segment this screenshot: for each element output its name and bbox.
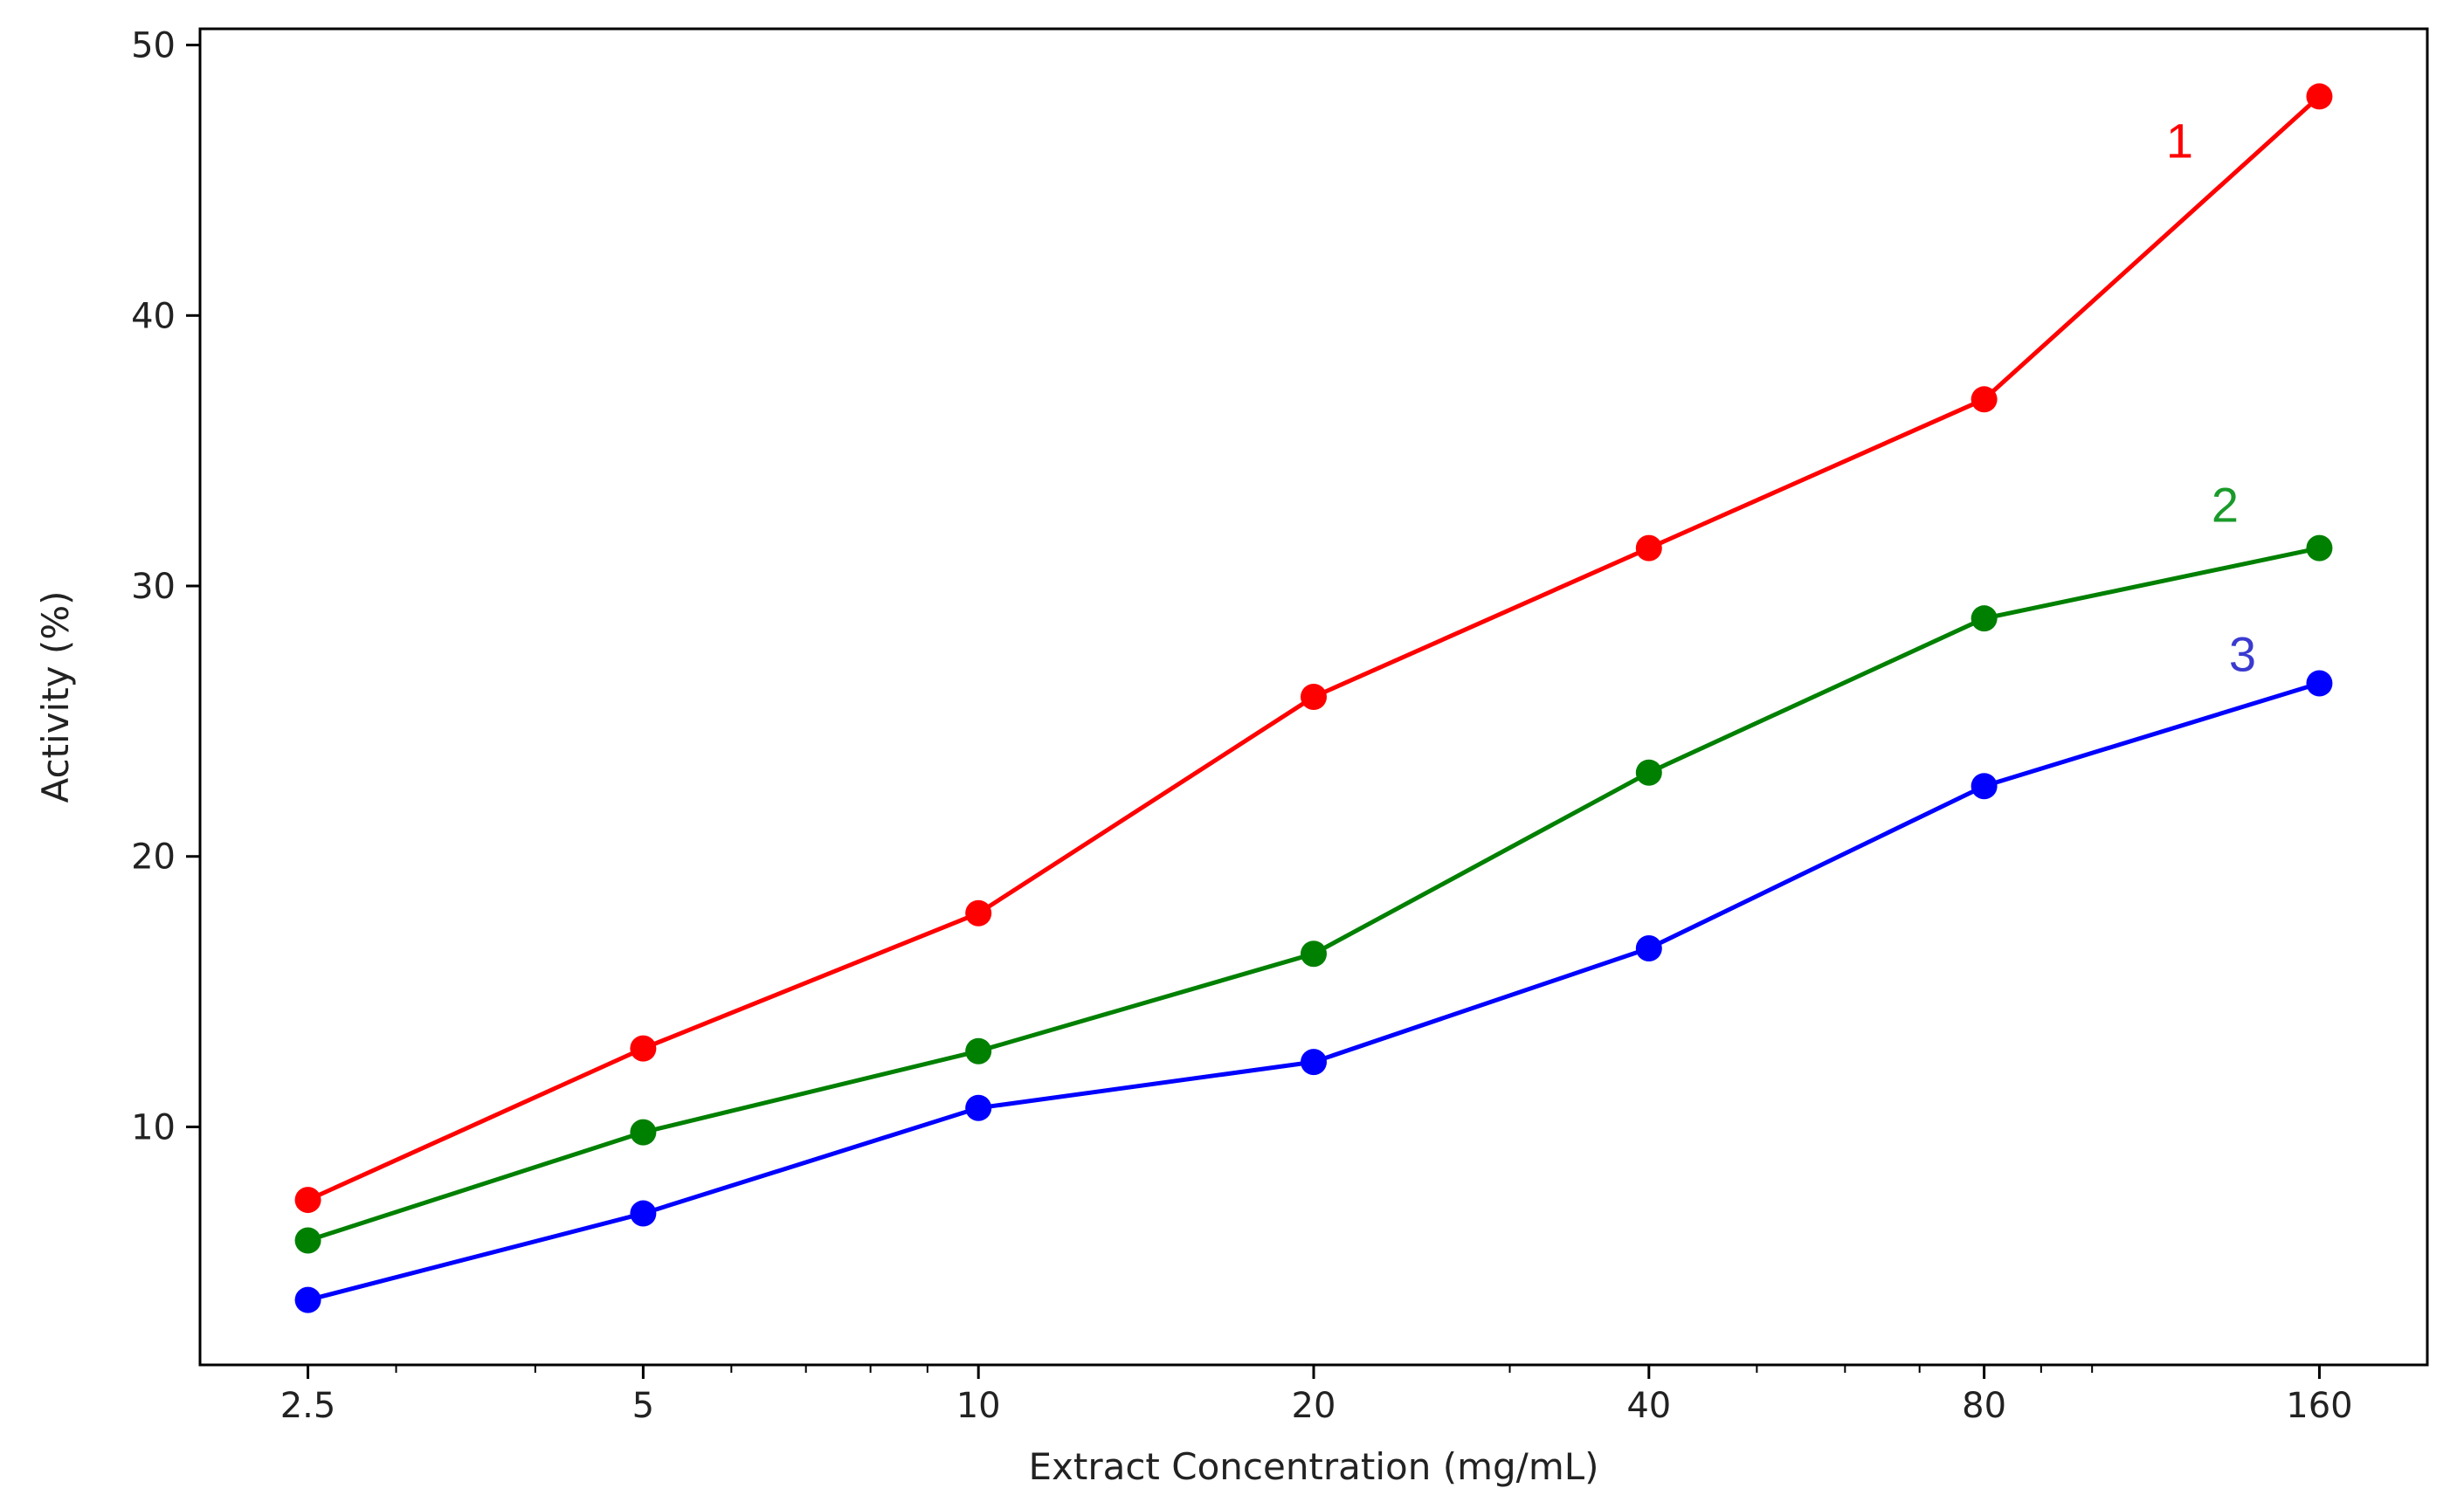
series-label: 3: [2229, 627, 2256, 682]
x-tick-label: 40: [1626, 1386, 1671, 1426]
x-axis-ticks: 2.5 5 10 20 40 80 160: [280, 1365, 2353, 1426]
data-point: [2306, 670, 2333, 697]
data-point: [1971, 773, 1998, 800]
y-axis-label: Activity (%): [34, 590, 77, 803]
data-point: [1635, 759, 1662, 786]
series-label: 2: [2212, 478, 2239, 533]
x-tick-label: 80: [1962, 1386, 2006, 1426]
data-point: [294, 1286, 321, 1313]
y-tick-label: 10: [131, 1107, 176, 1147]
y-tick-label: 50: [131, 26, 176, 66]
data-point: [2306, 534, 2333, 562]
data-point: [1635, 534, 1662, 562]
data-point: [1971, 386, 1998, 413]
series-line: [307, 546, 2320, 1243]
x-tick-label: 10: [956, 1386, 1001, 1426]
data-point: [630, 1119, 657, 1146]
y-tick-label: 20: [131, 837, 176, 878]
data-point: [965, 1094, 992, 1121]
series-group: 1 2 3: [294, 83, 2333, 1313]
data-point: [1301, 684, 1327, 710]
series-label: 1: [2166, 113, 2193, 168]
y-tick-label: 40: [131, 296, 176, 336]
x-axis-label: Extract Concentration (mg/mL): [1028, 1445, 1598, 1488]
data-point: [1635, 935, 1662, 962]
series-3: 3: [294, 627, 2333, 1313]
data-point: [630, 1200, 657, 1227]
x-tick-label: 20: [1292, 1386, 1336, 1426]
data-point: [965, 899, 992, 927]
series-2: 2: [294, 478, 2333, 1254]
y-axis-ticks: 10 20 30 40 50: [131, 26, 200, 1147]
x-tick-label: 2.5: [280, 1386, 336, 1426]
x-tick-label: 5: [632, 1386, 654, 1426]
series-1: 1: [294, 83, 2333, 1214]
data-point: [965, 1037, 992, 1064]
series-line: [307, 681, 2321, 1303]
data-point: [2306, 83, 2333, 110]
data-point: [294, 1227, 321, 1254]
data-point: [1971, 605, 1998, 632]
y-tick-label: 30: [131, 567, 176, 607]
data-point: [294, 1187, 321, 1214]
data-point: [1301, 1049, 1327, 1076]
data-point: [1301, 940, 1327, 968]
data-point: [630, 1035, 657, 1062]
series-line: [307, 94, 2322, 1202]
x-tick-label: 160: [2286, 1386, 2352, 1426]
